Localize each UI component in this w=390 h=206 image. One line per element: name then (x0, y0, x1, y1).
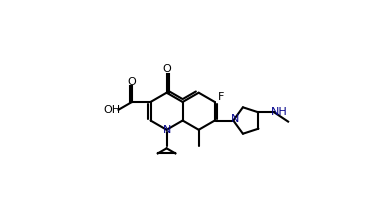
Text: OH: OH (104, 105, 121, 115)
Text: O: O (162, 64, 171, 74)
Text: N: N (162, 125, 171, 135)
Text: N: N (231, 115, 239, 124)
Text: F: F (218, 92, 224, 102)
Text: O: O (128, 77, 136, 87)
Text: NH: NH (271, 107, 288, 117)
